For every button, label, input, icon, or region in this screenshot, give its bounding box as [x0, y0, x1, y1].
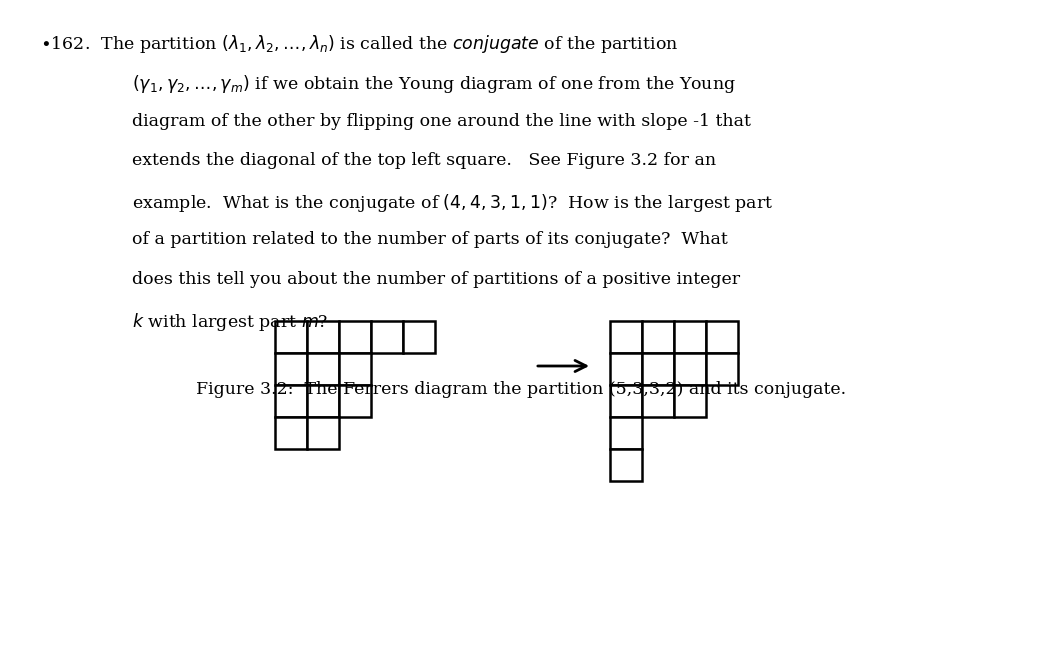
- Bar: [275, 385, 307, 417]
- Text: of a partition related to the number of parts of its conjugate?  What: of a partition related to the number of …: [132, 232, 728, 248]
- Bar: [275, 353, 307, 385]
- Text: $(\gamma_1, \gamma_2, \ldots, \gamma_m)$ if we obtain the Young diagram of one f: $(\gamma_1, \gamma_2, \ldots, \gamma_m)$…: [132, 73, 737, 95]
- Text: Figure 3.2:  The Ferrers diagram the partition (5,3,3,2) and its conjugate.: Figure 3.2: The Ferrers diagram the part…: [196, 381, 846, 398]
- Bar: [642, 353, 674, 385]
- Text: extends the diagonal of the top left square.   See Figure 3.2 for an: extends the diagonal of the top left squ…: [132, 153, 717, 169]
- Text: does this tell you about the number of partitions of a positive integer: does this tell you about the number of p…: [132, 271, 741, 288]
- Bar: [307, 321, 339, 353]
- Bar: [674, 353, 706, 385]
- Text: $k$ with largest part $m$?: $k$ with largest part $m$?: [132, 310, 329, 333]
- Bar: [307, 417, 339, 449]
- Bar: [275, 321, 307, 353]
- Bar: [339, 321, 371, 353]
- Bar: [706, 353, 738, 385]
- Bar: [275, 417, 307, 449]
- Bar: [307, 353, 339, 385]
- Bar: [610, 385, 642, 417]
- Bar: [674, 321, 706, 353]
- Text: diagram of the other by flipping one around the line with slope -1 that: diagram of the other by flipping one aro…: [132, 113, 751, 130]
- Bar: [642, 321, 674, 353]
- Bar: [610, 321, 642, 353]
- Bar: [610, 449, 642, 481]
- Bar: [674, 385, 706, 417]
- Bar: [706, 321, 738, 353]
- Bar: [610, 417, 642, 449]
- Bar: [339, 353, 371, 385]
- Text: example.  What is the conjugate of $(4,4,3,1,1)$?  How is the largest part: example. What is the conjugate of $(4,4,…: [132, 192, 774, 214]
- Bar: [371, 321, 403, 353]
- Bar: [403, 321, 435, 353]
- Text: $\bullet$162.  The partition $(\lambda_1, \lambda_2, \ldots, \lambda_n)$ is call: $\bullet$162. The partition $(\lambda_1,…: [40, 33, 678, 55]
- Bar: [307, 385, 339, 417]
- Bar: [339, 385, 371, 417]
- Bar: [642, 385, 674, 417]
- Bar: [610, 353, 642, 385]
